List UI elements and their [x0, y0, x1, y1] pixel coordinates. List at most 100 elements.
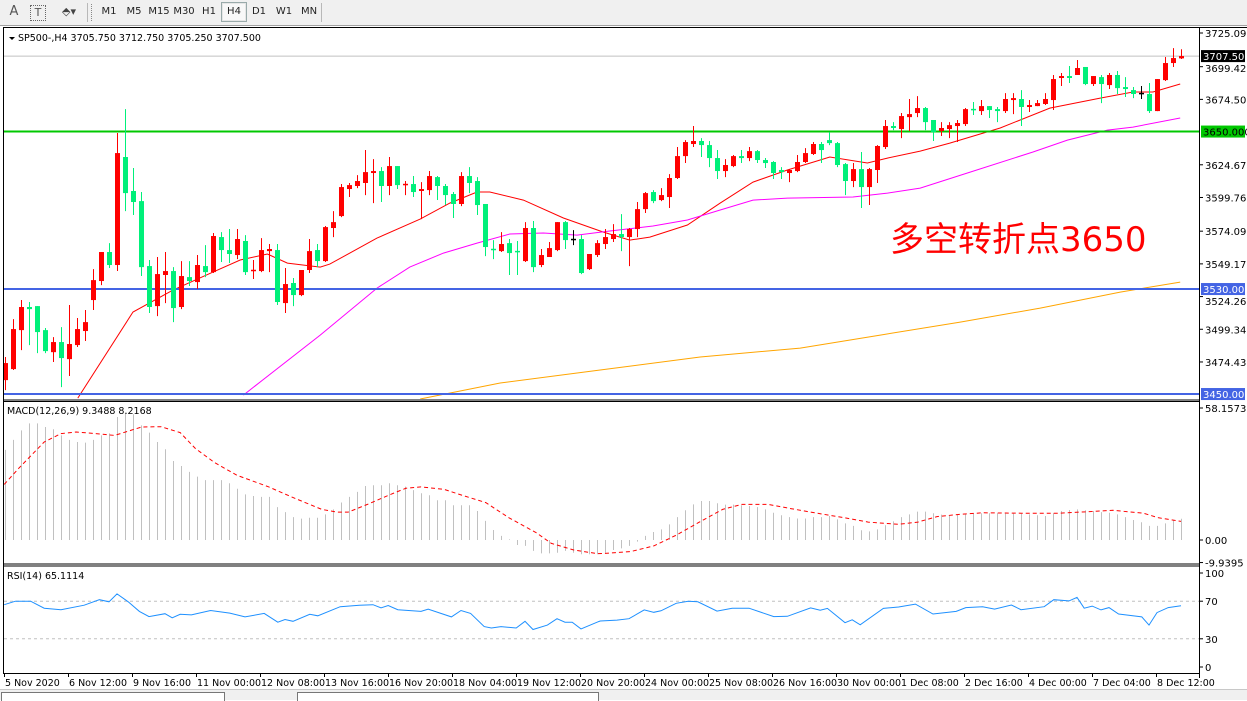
candle: [843, 163, 848, 196]
candle-body: [467, 176, 472, 183]
candle: [11, 319, 16, 371]
candle: [675, 147, 680, 180]
timeframe-mn-button[interactable]: MN: [300, 6, 318, 17]
candle: [339, 184, 344, 218]
candle-body: [1147, 94, 1152, 112]
candle: [459, 172, 464, 207]
candle-body: [1051, 79, 1056, 101]
candle: [1139, 86, 1144, 100]
candle: [963, 108, 968, 127]
candle-body: [1067, 76, 1072, 79]
price-tick-label: 3624.675: [1205, 161, 1247, 172]
candle-body: [667, 178, 672, 198]
candle-body: [1131, 90, 1136, 95]
candle-body: [987, 106, 992, 111]
candle: [659, 188, 664, 202]
candle-body: [891, 126, 896, 129]
candle-body: [1075, 68, 1080, 75]
candle: [683, 140, 688, 164]
candle: [35, 306, 40, 354]
text-label-tool-button[interactable]: T: [30, 5, 46, 21]
candle-body: [283, 284, 288, 304]
candle: [67, 305, 72, 377]
timeframe-m5-button[interactable]: M5: [126, 6, 142, 17]
candle-body: [907, 114, 912, 118]
candle: [491, 240, 496, 260]
chart-tab[interactable]: [1, 692, 225, 701]
candle: [635, 202, 640, 238]
candle-body: [203, 266, 208, 273]
candle-body: [11, 329, 16, 370]
candle: [979, 100, 984, 116]
timeframe-m15-button[interactable]: M15: [148, 6, 170, 17]
candle-body: [43, 330, 48, 352]
rsi-title: RSI(14) 65.1114: [7, 571, 84, 582]
candle: [59, 327, 64, 388]
candle-body: [19, 307, 24, 331]
candle: [1171, 48, 1176, 67]
rsi-line: [4, 593, 1182, 631]
candle: [115, 132, 120, 272]
level-price-label: 3530.000: [1203, 285, 1247, 296]
candle: [1099, 74, 1104, 104]
timeframe-m30-button[interactable]: M30: [173, 6, 195, 17]
candle: [1091, 76, 1096, 87]
candle: [347, 182, 352, 198]
candle: [427, 171, 432, 196]
arrows-icon: ⬘▾: [62, 5, 76, 18]
time-tick-label: 18 Nov 04:00: [453, 678, 517, 689]
candle-body: [379, 171, 384, 187]
candle-body: [915, 108, 920, 114]
candle: [1123, 77, 1128, 98]
candle-body: [899, 116, 904, 130]
candle-body: [1099, 77, 1104, 85]
candle: [763, 158, 768, 169]
candle-body: [331, 222, 336, 229]
candle: [1163, 57, 1168, 82]
candle-body: [395, 166, 400, 186]
level-price-label: 3650.000: [1203, 128, 1247, 139]
toolbar-grip[interactable]: [91, 4, 94, 21]
candle-body: [267, 249, 272, 252]
candle: [1059, 73, 1064, 87]
candle: [451, 192, 456, 219]
candle-body: [123, 157, 128, 194]
timeframe-h1-button[interactable]: H1: [202, 6, 216, 17]
chart-window[interactable]: 3725.090 3699.420 3674.505 3624.675 3599.760…: [0, 26, 1247, 689]
timeframe-m1-button[interactable]: M1: [101, 6, 117, 17]
candle-body: [1043, 99, 1048, 104]
macd-pane: [3, 412, 1182, 555]
candle-body: [4, 363, 8, 381]
candle-body: [1115, 74, 1120, 89]
candle-body: [507, 243, 512, 254]
candle: [803, 148, 808, 164]
moving-average-line-2: [243, 117, 1181, 396]
candle: [899, 113, 904, 139]
timeframe-h4-button[interactable]: H4: [221, 2, 247, 22]
chart-tab[interactable]: [297, 692, 599, 701]
macd-tick-label: 0.00: [1205, 536, 1227, 547]
candle: [1075, 60, 1080, 75]
candle-body: [387, 166, 392, 187]
candle-body: [531, 228, 536, 268]
candle: [1131, 87, 1136, 99]
candle: [523, 222, 528, 263]
candle-body: [627, 229, 632, 238]
candle-body: [1035, 103, 1040, 107]
arrows-dropdown-button[interactable]: ⬘▾: [55, 3, 83, 21]
text-tool-button[interactable]: A: [9, 4, 19, 19]
candle: [163, 252, 168, 304]
candle: [131, 168, 136, 216]
timeframe-w1-button[interactable]: W1: [275, 6, 293, 17]
time-tick-label: 25 Nov 08:00: [709, 678, 773, 689]
time-tick-label: 19 Nov 12:00: [517, 678, 581, 689]
price-tick-label: 3574.090: [1205, 227, 1247, 238]
candle: [1147, 82, 1152, 114]
timeframe-d1-button[interactable]: D1: [251, 6, 267, 17]
candle: [955, 119, 960, 143]
candle: [739, 150, 744, 164]
candle-body: [547, 248, 552, 258]
candle-body: [315, 250, 320, 262]
rsi-tick-label: 70: [1205, 597, 1218, 608]
candle: [235, 229, 240, 260]
